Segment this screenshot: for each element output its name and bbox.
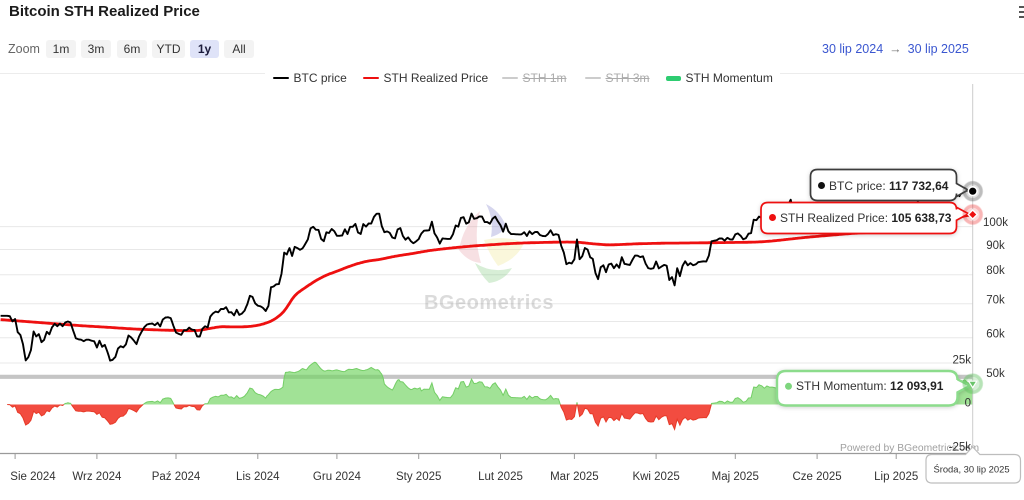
- svg-text:Cze 2025: Cze 2025: [792, 471, 841, 483]
- svg-text:Maj 2025: Maj 2025: [712, 471, 759, 483]
- svg-text:BTC price: 117 732,64: BTC price: 117 732,64: [829, 179, 949, 193]
- svg-text:STH Realized Price: 105 638,73: STH Realized Price: 105 638,73: [780, 211, 952, 225]
- svg-text:Kwi 2025: Kwi 2025: [632, 471, 679, 483]
- svg-text:Lip 2025: Lip 2025: [874, 471, 918, 483]
- svg-text:Gru 2024: Gru 2024: [313, 471, 362, 483]
- svg-text:70k: 70k: [986, 294, 1005, 306]
- svg-text:Paź 2024: Paź 2024: [152, 471, 201, 483]
- svg-text:Wrz 2024: Wrz 2024: [72, 471, 122, 483]
- svg-text:Mar 2025: Mar 2025: [550, 471, 599, 483]
- svg-text:25k: 25k: [952, 355, 971, 367]
- svg-text:80k: 80k: [986, 265, 1005, 277]
- svg-text:0: 0: [965, 398, 971, 410]
- svg-text:BGeometrics: BGeometrics: [424, 292, 554, 314]
- svg-text:50k: 50k: [986, 368, 1005, 380]
- svg-text:90k: 90k: [986, 240, 1005, 252]
- svg-text:100k: 100k: [983, 217, 1008, 229]
- svg-text:STH Momentum: 12 093,91: STH Momentum: 12 093,91: [796, 379, 944, 393]
- svg-text:Środa, 30 lip 2025: Środa, 30 lip 2025: [933, 463, 1009, 474]
- svg-text:Lut 2025: Lut 2025: [478, 471, 523, 483]
- svg-text:60k: 60k: [986, 328, 1005, 340]
- svg-text:-25k: -25k: [949, 442, 972, 454]
- svg-text:Sty 2025: Sty 2025: [396, 471, 441, 483]
- svg-text:Lis 2024: Lis 2024: [236, 471, 280, 483]
- svg-text:Sie 2024: Sie 2024: [10, 471, 56, 483]
- svg-text:Powered by BGeometrics.com: Powered by BGeometrics.com: [840, 443, 979, 454]
